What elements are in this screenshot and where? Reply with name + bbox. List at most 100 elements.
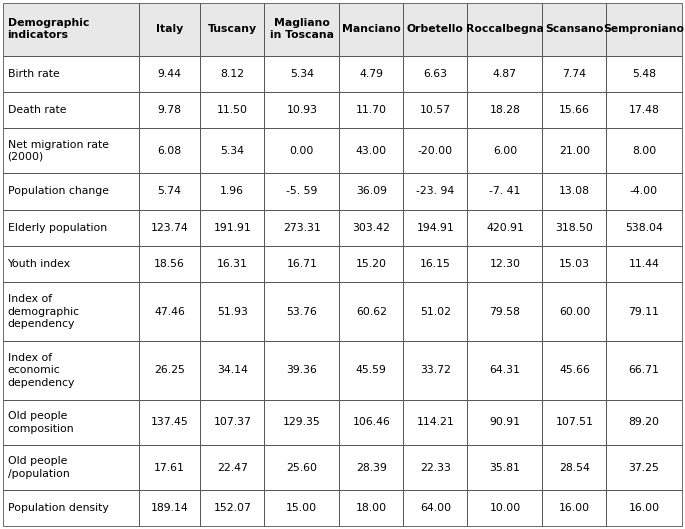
Bar bbox=[339, 209, 403, 246]
Bar bbox=[606, 400, 682, 445]
Bar bbox=[403, 400, 467, 445]
Text: 15.03: 15.03 bbox=[559, 259, 590, 269]
Bar bbox=[3, 92, 139, 128]
Bar bbox=[339, 246, 403, 282]
Text: 16.71: 16.71 bbox=[286, 259, 317, 269]
Bar bbox=[264, 445, 339, 490]
Bar bbox=[606, 56, 682, 92]
Bar bbox=[339, 128, 403, 174]
Bar bbox=[403, 246, 467, 282]
Bar bbox=[339, 282, 403, 341]
Text: 21.00: 21.00 bbox=[559, 145, 590, 156]
Text: 12.30: 12.30 bbox=[489, 259, 521, 269]
Text: Net migration rate
(2000): Net migration rate (2000) bbox=[8, 140, 108, 162]
Bar bbox=[264, 174, 339, 209]
Text: 9.44: 9.44 bbox=[158, 69, 182, 79]
Text: Italy: Italy bbox=[156, 24, 184, 34]
Bar bbox=[264, 174, 339, 209]
Text: Manciano: Manciano bbox=[342, 24, 401, 34]
Text: -23. 94: -23. 94 bbox=[416, 186, 454, 196]
Bar bbox=[543, 209, 606, 246]
Bar bbox=[467, 445, 543, 490]
Bar bbox=[264, 92, 339, 128]
Bar bbox=[403, 400, 467, 445]
Bar bbox=[200, 490, 264, 526]
Text: 33.72: 33.72 bbox=[420, 366, 451, 376]
Bar bbox=[264, 209, 339, 246]
Bar bbox=[3, 56, 139, 92]
Bar bbox=[3, 174, 139, 209]
Bar bbox=[467, 490, 543, 526]
Bar bbox=[606, 92, 682, 128]
Text: 90.91: 90.91 bbox=[489, 417, 521, 427]
Text: 37.25: 37.25 bbox=[629, 462, 660, 472]
Bar bbox=[264, 246, 339, 282]
Bar bbox=[3, 174, 139, 209]
Bar bbox=[3, 490, 139, 526]
Text: 8.00: 8.00 bbox=[632, 145, 656, 156]
Bar bbox=[339, 445, 403, 490]
Bar bbox=[200, 282, 264, 341]
Bar bbox=[139, 128, 200, 174]
Bar bbox=[139, 128, 200, 174]
Text: Index of
demographic
dependency: Index of demographic dependency bbox=[8, 294, 79, 329]
Text: 10.57: 10.57 bbox=[420, 105, 451, 115]
Bar bbox=[200, 209, 264, 246]
Bar bbox=[606, 56, 682, 92]
Bar bbox=[139, 341, 200, 400]
Bar bbox=[200, 174, 264, 209]
Text: 39.36: 39.36 bbox=[286, 366, 317, 376]
Bar bbox=[3, 3, 139, 56]
Text: 15.20: 15.20 bbox=[356, 259, 387, 269]
Bar bbox=[200, 56, 264, 92]
Bar bbox=[467, 128, 543, 174]
Text: 10.93: 10.93 bbox=[286, 105, 317, 115]
Bar bbox=[543, 56, 606, 92]
Bar bbox=[200, 490, 264, 526]
Bar bbox=[467, 3, 543, 56]
Text: 7.74: 7.74 bbox=[562, 69, 586, 79]
Text: 129.35: 129.35 bbox=[283, 417, 321, 427]
Bar bbox=[543, 490, 606, 526]
Text: Death rate: Death rate bbox=[8, 105, 66, 115]
Bar bbox=[543, 341, 606, 400]
Bar bbox=[339, 246, 403, 282]
Text: 0.00: 0.00 bbox=[290, 145, 314, 156]
Bar bbox=[606, 400, 682, 445]
Bar bbox=[264, 209, 339, 246]
Bar bbox=[200, 400, 264, 445]
Bar bbox=[467, 92, 543, 128]
Bar bbox=[139, 92, 200, 128]
Bar bbox=[606, 282, 682, 341]
Bar bbox=[139, 282, 200, 341]
Bar bbox=[467, 400, 543, 445]
Text: 79.11: 79.11 bbox=[629, 307, 660, 316]
Bar bbox=[403, 92, 467, 128]
Text: 51.02: 51.02 bbox=[420, 307, 451, 316]
Bar bbox=[3, 400, 139, 445]
Text: 36.09: 36.09 bbox=[356, 186, 387, 196]
Bar bbox=[543, 246, 606, 282]
Text: 318.50: 318.50 bbox=[556, 223, 593, 233]
Text: 45.59: 45.59 bbox=[356, 366, 387, 376]
Text: 106.46: 106.46 bbox=[352, 417, 390, 427]
Bar bbox=[264, 3, 339, 56]
Bar bbox=[543, 341, 606, 400]
Bar bbox=[264, 128, 339, 174]
Text: Elderly population: Elderly population bbox=[8, 223, 107, 233]
Bar bbox=[139, 56, 200, 92]
Bar bbox=[339, 490, 403, 526]
Bar bbox=[200, 445, 264, 490]
Text: 43.00: 43.00 bbox=[356, 145, 387, 156]
Bar bbox=[139, 282, 200, 341]
Bar bbox=[139, 341, 200, 400]
Text: 51.93: 51.93 bbox=[217, 307, 248, 316]
Text: 9.78: 9.78 bbox=[158, 105, 182, 115]
Text: 16.00: 16.00 bbox=[628, 503, 660, 513]
Text: 35.81: 35.81 bbox=[490, 462, 521, 472]
Text: 152.07: 152.07 bbox=[213, 503, 251, 513]
Text: 16.00: 16.00 bbox=[559, 503, 590, 513]
Bar bbox=[467, 3, 543, 56]
Bar bbox=[403, 174, 467, 209]
Text: 26.25: 26.25 bbox=[154, 366, 185, 376]
